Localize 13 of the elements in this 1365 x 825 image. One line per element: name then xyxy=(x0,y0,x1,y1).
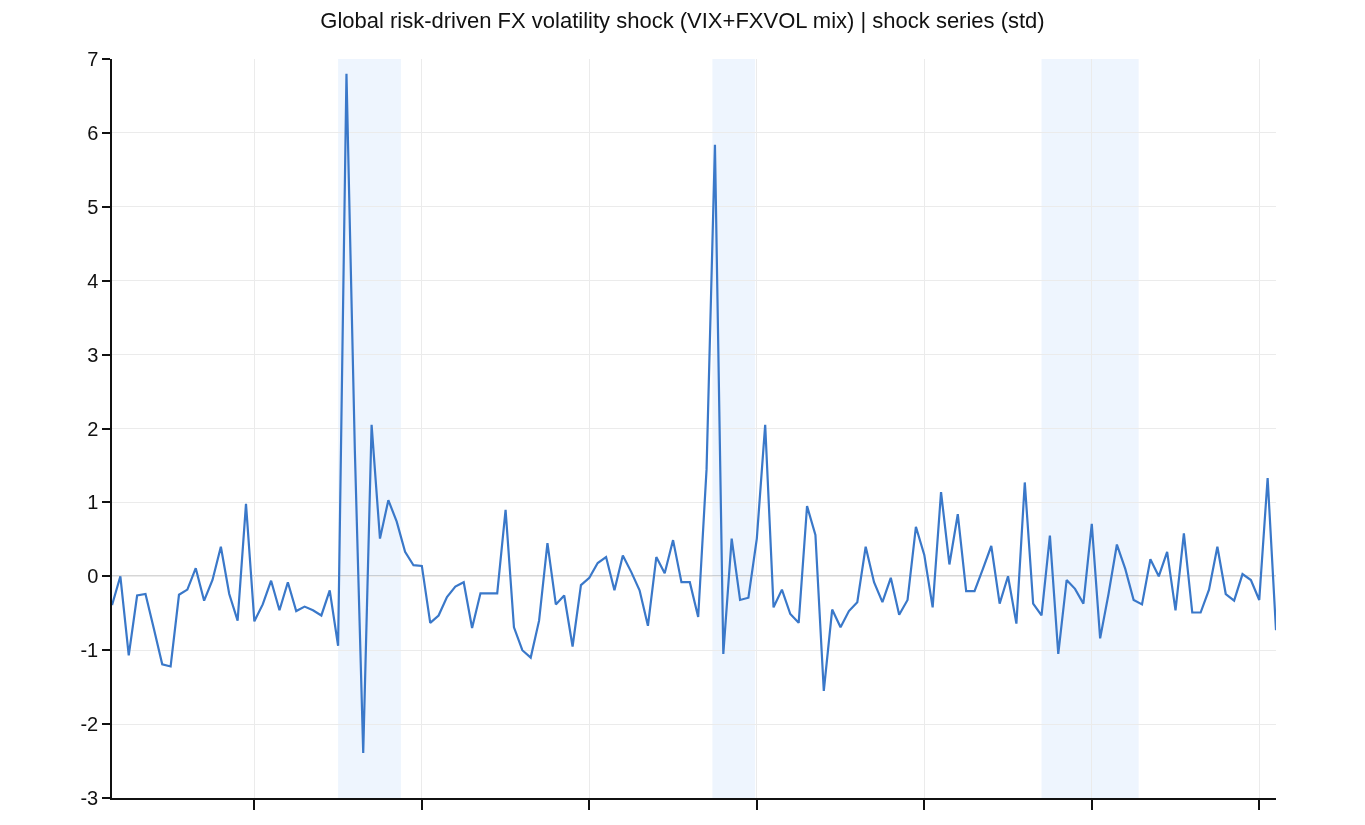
y-tick-label: -2 xyxy=(80,713,99,736)
y-tick-label: 4 xyxy=(87,269,99,292)
y-tick-label: -3 xyxy=(80,787,99,809)
y-tick-label: 1 xyxy=(87,491,99,514)
y-tick-label: 0 xyxy=(87,565,99,588)
y-tick-label: 6 xyxy=(87,121,99,144)
y-tick-label: 7 xyxy=(87,48,99,70)
y-tick-label: 5 xyxy=(87,195,99,218)
y-tick-label: -1 xyxy=(80,639,99,662)
y-tick-label: 2 xyxy=(87,417,99,440)
line-series xyxy=(112,72,1276,755)
chart-title: Global risk-driven FX volatility shock (VIX+FXVOL mix) | shock series (std) xyxy=(320,7,1045,33)
y-tick-label: 3 xyxy=(87,343,99,366)
